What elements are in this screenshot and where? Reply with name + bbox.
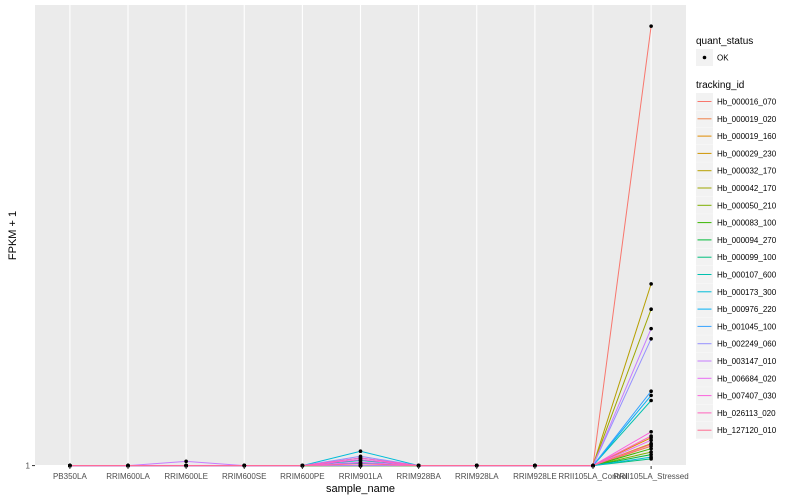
legend-label: Hb_000042_170 <box>717 184 777 193</box>
x-tick-label: RRIM928LA <box>455 472 499 481</box>
data-point <box>649 282 653 286</box>
data-point <box>533 463 537 468</box>
data-point <box>649 389 653 394</box>
legend-label: Hb_000173_300 <box>717 288 777 297</box>
x-tick-label: RRIM600SE <box>222 472 266 481</box>
data-point <box>358 449 363 454</box>
x-tick-label: RRII105LA_Stressed <box>614 472 689 481</box>
data-point <box>242 463 247 468</box>
y-tick-label: 1 <box>26 462 31 471</box>
data-point <box>474 463 479 468</box>
data-point <box>649 429 653 434</box>
legend-label: Hb_000083_100 <box>717 219 777 228</box>
data-point <box>649 393 653 398</box>
data-point <box>649 398 653 403</box>
data-point <box>126 463 130 468</box>
grid <box>35 5 686 467</box>
data-point <box>416 463 421 468</box>
data-point <box>649 450 653 454</box>
legend-label: Hb_002249_060 <box>717 340 777 349</box>
x-tick-label: RRIM928LE <box>513 472 557 481</box>
data-point <box>649 307 653 312</box>
legend-label: Hb_007407_030 <box>717 392 777 401</box>
legend-label: Hb_000976_220 <box>717 305 777 314</box>
data-point <box>649 326 653 331</box>
legend: quant_status OK tracking_id Hb_000016_07… <box>696 36 777 439</box>
legend-shape-items: OK <box>696 49 729 66</box>
data-point <box>649 337 653 341</box>
legend-point-icon <box>702 55 707 60</box>
x-tick-label: RRIM901LA <box>339 472 383 481</box>
data-point <box>68 463 72 468</box>
data-point <box>591 463 595 468</box>
data-point <box>300 463 305 468</box>
legend-label: Hb_000050_210 <box>717 201 777 210</box>
x-tick-label: RRIM600PE <box>280 472 324 481</box>
legend-label: Hb_006684_020 <box>717 374 777 383</box>
legend-label: Hb_000019_020 <box>717 115 777 124</box>
legend-label: Hb_000016_070 <box>717 98 777 107</box>
legend-color-title: tracking_id <box>696 80 744 91</box>
x-tick-label: RRIM928BA <box>396 472 441 481</box>
legend-label: Hb_000019_160 <box>717 132 777 141</box>
x-tick-label: RRIM600LE <box>164 472 208 481</box>
data-point <box>184 463 188 468</box>
data-point <box>649 434 653 438</box>
data-point <box>358 462 363 466</box>
legend-label: Hb_000107_600 <box>717 271 777 280</box>
legend-label: Hb_003147_010 <box>717 357 777 366</box>
series-points <box>68 24 653 468</box>
data-point <box>649 446 653 451</box>
data-point <box>649 455 653 459</box>
x-axis: PB350LA RRIM600LA RRIM600LE RRIM600SE RRIM60… <box>53 466 689 481</box>
data-point <box>649 452 653 457</box>
data-point <box>358 456 363 460</box>
y-axis: 1 <box>26 462 35 471</box>
legend-shape-title: quant_status <box>696 36 753 47</box>
x-tick-label: PB350LA <box>53 472 87 481</box>
legend-label: Hb_001045_100 <box>717 322 777 331</box>
y-axis-title: FPKM + 1 <box>7 211 19 260</box>
legend-label: OK <box>717 54 729 63</box>
data-point <box>649 24 653 28</box>
x-tick-label: RRII105LA_Control <box>558 472 628 481</box>
legend-label: Hb_026113_020 <box>717 409 776 418</box>
legend-label: Hb_127120_010 <box>717 426 777 435</box>
legend-label: Hb_000032_170 <box>717 167 777 176</box>
x-tick-label: RRIM600LA <box>106 472 150 481</box>
x-axis-title: sample_name <box>326 483 395 495</box>
data-point <box>649 438 653 443</box>
data-point <box>184 459 188 464</box>
legend-label: Hb_000094_270 <box>717 236 777 245</box>
legend-label: Hb_000029_230 <box>717 149 777 158</box>
data-point <box>649 442 653 447</box>
legend-color-items: Hb_000016_070 Hb_000019_020 Hb_000019_160 H… <box>696 93 777 439</box>
legend-label: Hb_000099_100 <box>717 253 777 262</box>
